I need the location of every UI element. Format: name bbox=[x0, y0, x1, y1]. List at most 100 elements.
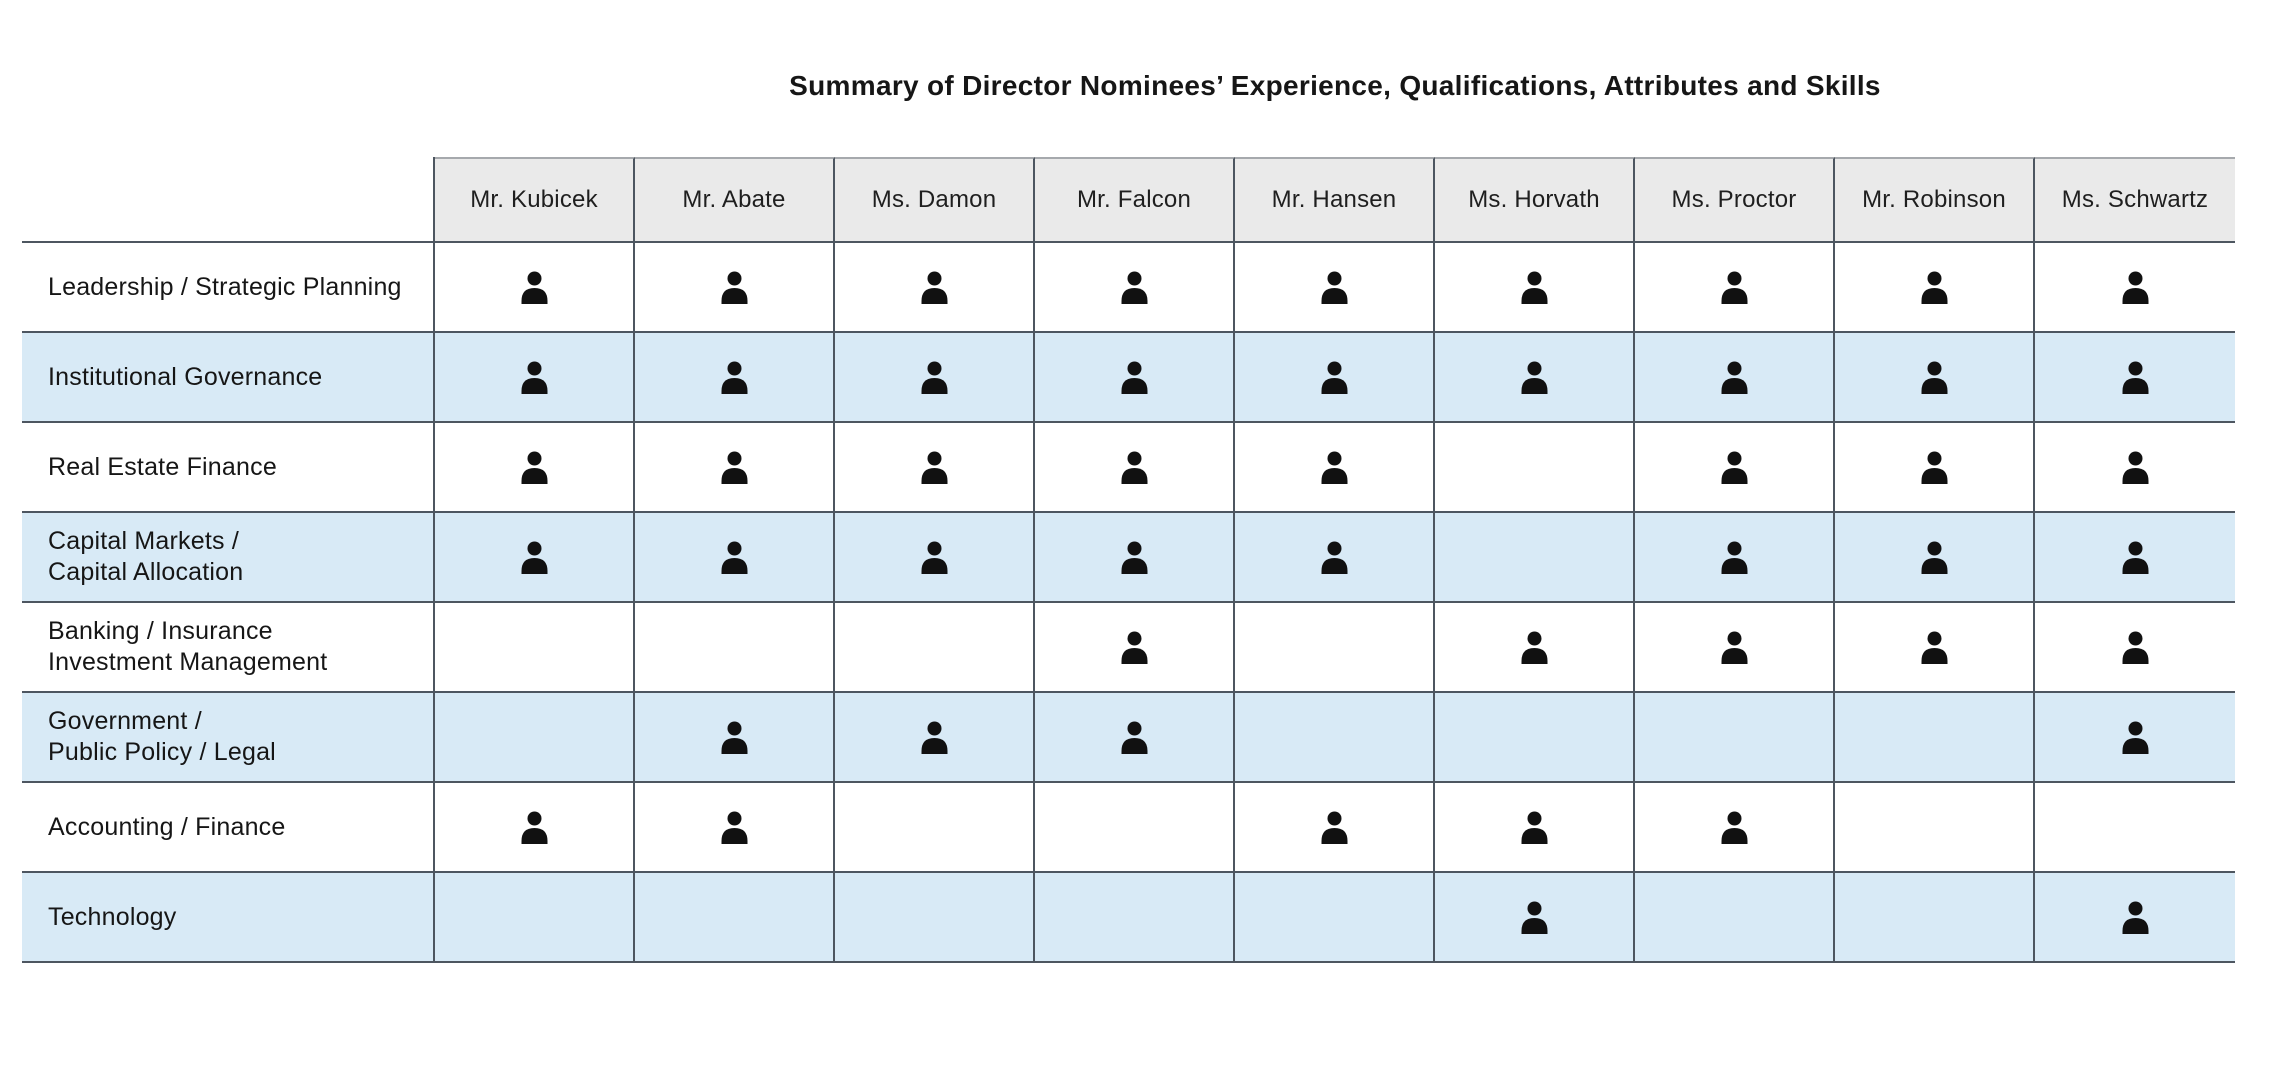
header-cell-director: Ms. Damon bbox=[835, 157, 1035, 243]
skill-mark-cell bbox=[435, 603, 635, 693]
skill-mark-cell bbox=[835, 693, 1035, 783]
header-cell-director: Mr. Robinson bbox=[1835, 157, 2035, 243]
person-icon bbox=[1320, 361, 1349, 394]
skill-mark-cell bbox=[1635, 243, 1835, 333]
skill-mark-cell bbox=[1835, 513, 2035, 603]
header-cell-director: Ms. Horvath bbox=[1435, 157, 1635, 243]
person-icon bbox=[1920, 541, 1949, 574]
skill-row-label: Government / Public Policy / Legal bbox=[22, 693, 435, 783]
skill-row-label: Capital Markets / Capital Allocation bbox=[22, 513, 435, 603]
skill-label-line: Investment Management bbox=[48, 648, 328, 676]
skill-mark-cell bbox=[835, 873, 1035, 963]
skill-mark-cell bbox=[435, 243, 635, 333]
person-icon bbox=[1720, 541, 1749, 574]
person-icon bbox=[920, 271, 949, 304]
skill-mark-cell bbox=[1435, 423, 1635, 513]
person-icon bbox=[1320, 271, 1349, 304]
person-icon bbox=[520, 451, 549, 484]
skill-mark-cell bbox=[1235, 513, 1435, 603]
person-icon bbox=[1520, 901, 1549, 934]
person-icon bbox=[520, 271, 549, 304]
skill-mark-cell bbox=[635, 243, 835, 333]
skill-mark-cell bbox=[1435, 603, 1635, 693]
skill-mark-cell bbox=[1035, 603, 1235, 693]
skill-mark-cell bbox=[1235, 333, 1435, 423]
skill-mark-cell bbox=[1035, 783, 1235, 873]
person-icon bbox=[920, 721, 949, 754]
skill-mark-cell bbox=[1435, 693, 1635, 783]
skill-label-line: Accounting / Finance bbox=[48, 812, 286, 841]
skill-label-line: Public Policy / Legal bbox=[48, 738, 276, 766]
skill-row-label: Banking / Insurance Investment Management bbox=[22, 603, 435, 693]
skill-mark-cell bbox=[1235, 423, 1435, 513]
skill-mark-cell bbox=[435, 873, 635, 963]
skill-row-label: Accounting / Finance bbox=[22, 783, 435, 873]
person-icon bbox=[1520, 361, 1549, 394]
person-icon bbox=[1120, 451, 1149, 484]
person-icon bbox=[1120, 271, 1149, 304]
skill-row-label: Technology bbox=[22, 873, 435, 963]
person-icon bbox=[720, 361, 749, 394]
person-icon bbox=[520, 361, 549, 394]
skill-mark-cell bbox=[635, 783, 835, 873]
skill-mark-cell bbox=[1835, 243, 2035, 333]
skill-mark-cell bbox=[1635, 423, 1835, 513]
skill-mark-cell bbox=[2035, 513, 2235, 603]
skill-mark-cell bbox=[2035, 783, 2235, 873]
skill-mark-cell bbox=[2035, 603, 2235, 693]
skill-mark-cell bbox=[1835, 333, 2035, 423]
skill-mark-cell bbox=[1635, 693, 1835, 783]
skill-mark-cell bbox=[635, 873, 835, 963]
skill-mark-cell bbox=[435, 783, 635, 873]
person-icon bbox=[2121, 361, 2150, 394]
skill-label-line: Capital Allocation bbox=[48, 558, 244, 586]
skill-mark-cell bbox=[435, 423, 635, 513]
person-icon bbox=[2121, 721, 2150, 754]
person-icon bbox=[1720, 631, 1749, 664]
skill-mark-cell bbox=[1035, 873, 1235, 963]
skill-mark-cell bbox=[1035, 243, 1235, 333]
person-icon bbox=[1520, 631, 1549, 664]
person-icon bbox=[1120, 721, 1149, 754]
header-cell-director: Mr. Kubicek bbox=[435, 157, 635, 243]
skill-mark-cell bbox=[635, 513, 835, 603]
person-icon bbox=[1120, 541, 1149, 574]
skill-mark-cell bbox=[1635, 603, 1835, 693]
skill-mark-cell bbox=[1235, 873, 1435, 963]
skill-label-line: Capital Markets / bbox=[48, 527, 239, 555]
person-icon bbox=[1120, 631, 1149, 664]
skill-label-line: Government / bbox=[48, 707, 202, 735]
skill-mark-cell bbox=[1435, 513, 1635, 603]
header-cell-director: Mr. Abate bbox=[635, 157, 835, 243]
person-icon bbox=[1120, 361, 1149, 394]
skill-mark-cell bbox=[1235, 693, 1435, 783]
person-icon bbox=[520, 541, 549, 574]
person-icon bbox=[1720, 451, 1749, 484]
person-icon bbox=[1720, 811, 1749, 844]
skill-label-line: Banking / Insurance bbox=[48, 617, 273, 645]
skills-matrix-table: Mr. Kubicek Mr. Abate Ms. Damon Mr. Falcon M… bbox=[22, 157, 2235, 963]
header-cell-director: Mr. Hansen bbox=[1235, 157, 1435, 243]
person-icon bbox=[1320, 811, 1349, 844]
skill-label-line: Real Estate Finance bbox=[48, 452, 277, 481]
skill-mark-cell bbox=[1435, 873, 1635, 963]
person-icon bbox=[1320, 451, 1349, 484]
skill-mark-cell bbox=[835, 513, 1035, 603]
skill-mark-cell bbox=[1435, 333, 1635, 423]
skill-mark-cell bbox=[1635, 333, 1835, 423]
skill-mark-cell bbox=[2035, 873, 2235, 963]
skill-mark-cell bbox=[1835, 783, 2035, 873]
person-icon bbox=[1320, 541, 1349, 574]
skill-mark-cell bbox=[1635, 513, 1835, 603]
skill-mark-cell bbox=[1835, 693, 2035, 783]
person-icon bbox=[2121, 271, 2150, 304]
skill-mark-cell bbox=[1235, 783, 1435, 873]
skill-mark-cell bbox=[1635, 873, 1835, 963]
person-icon bbox=[720, 271, 749, 304]
table-title: Summary of Director Nominees’ Experience… bbox=[789, 70, 1881, 101]
person-icon bbox=[2121, 541, 2150, 574]
person-icon bbox=[1920, 451, 1949, 484]
skill-mark-cell bbox=[1835, 603, 2035, 693]
person-icon bbox=[1520, 271, 1549, 304]
